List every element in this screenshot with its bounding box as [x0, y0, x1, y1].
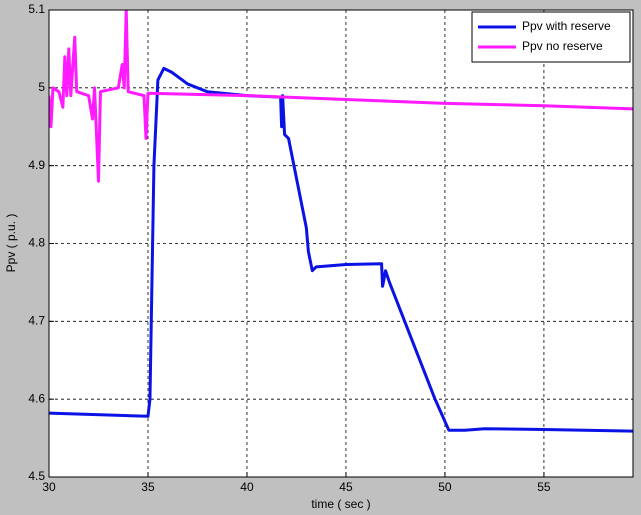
y-axis-label: Ppv ( p.u. ) [4, 214, 18, 273]
y-tick-label: 5 [38, 80, 45, 94]
y-tick-label: 4.7 [28, 314, 45, 328]
x-axis-label: time ( sec ) [311, 497, 370, 511]
legend: Ppv with reserve Ppv no reserve [471, 11, 631, 63]
y-tick-label: 4.8 [28, 236, 45, 250]
x-tick-label: 45 [339, 480, 353, 494]
x-tick-label: 50 [438, 480, 452, 494]
x-tick-label: 55 [537, 480, 551, 494]
y-tick-label: 5.1 [28, 2, 45, 16]
x-tick-label: 30 [42, 480, 56, 494]
x-tick-label: 40 [240, 480, 254, 494]
legend-label: Ppv no reserve [522, 39, 603, 53]
y-tick-label: 4.6 [28, 391, 45, 405]
legend-label: Ppv with reserve [522, 19, 611, 33]
y-tick-label: 4.9 [28, 158, 45, 172]
plot-area [49, 10, 633, 477]
axes-box [48, 9, 634, 478]
legend-box [471, 11, 631, 63]
series-line [49, 10, 633, 183]
x-tick-label: 35 [141, 480, 155, 494]
lines [49, 10, 633, 433]
series-line [49, 66, 633, 433]
y-tick-label: 4.5 [28, 469, 45, 483]
